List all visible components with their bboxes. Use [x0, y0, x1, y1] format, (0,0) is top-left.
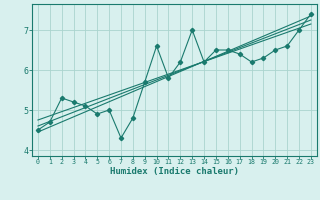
X-axis label: Humidex (Indice chaleur): Humidex (Indice chaleur) — [110, 167, 239, 176]
